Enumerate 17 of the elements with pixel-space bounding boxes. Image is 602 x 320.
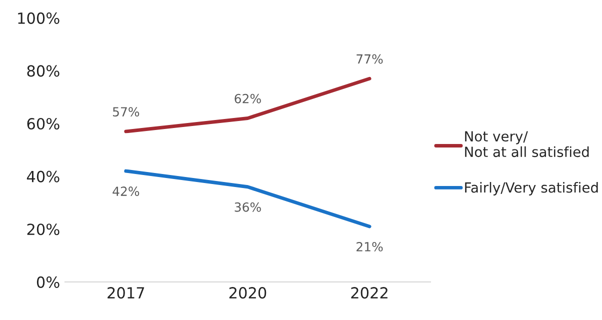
x-tick-label: 2022 <box>351 287 388 299</box>
x-tick-label: 2017 <box>108 287 144 299</box>
y-tick-label: 100% <box>18 12 60 24</box>
legend-label: Not very/ Not at all satisfied <box>465 131 589 158</box>
y-tick-label: 80% <box>27 65 60 77</box>
y-tick-label: 60% <box>27 118 60 130</box>
y-tick-label: 20% <box>27 224 60 236</box>
data-label: 36% <box>234 202 261 212</box>
data-label: 62% <box>234 94 261 104</box>
data-label: 21% <box>356 242 383 252</box>
x-tick-label: 2020 <box>229 287 266 299</box>
y-tick-label: 40% <box>26 170 60 182</box>
legend-label: Fairly/Very satisfied <box>465 182 598 196</box>
data-label: 77% <box>356 54 383 64</box>
y-tick-label: 0% <box>36 276 60 288</box>
data-label: 42% <box>112 186 140 196</box>
data-label: 57% <box>112 107 140 117</box>
